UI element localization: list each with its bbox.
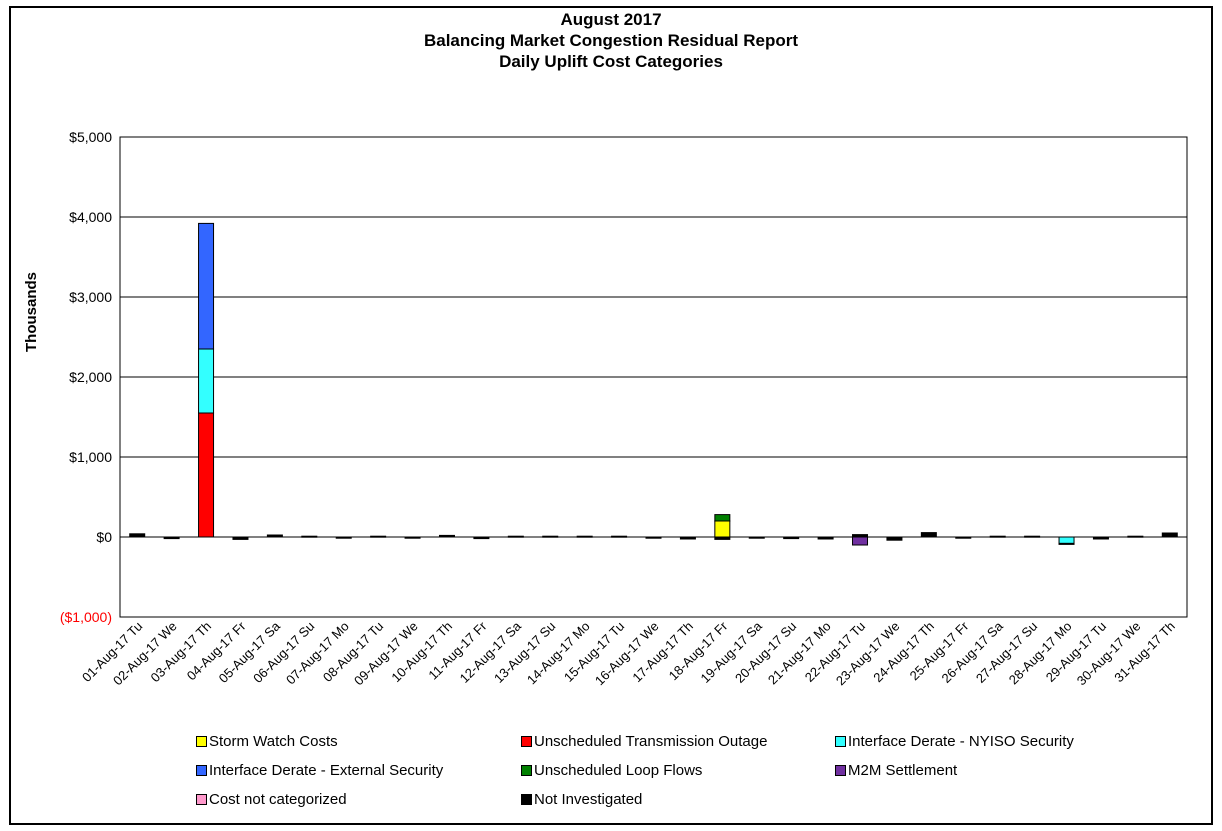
chart-title-line-1: August 2017 (560, 10, 662, 29)
legend-item-storm-watch-costs: Storm Watch Costs (196, 733, 338, 750)
legend-item-interface-derate-nyiso-security: Interface Derate - NYISO Security (835, 733, 1074, 750)
bar-storm-watch-costs (714, 520, 731, 538)
y-tick-label: $1,000 (69, 449, 112, 465)
legend-swatch (196, 794, 207, 805)
y-tick-label: ($1,000) (60, 609, 112, 625)
legend-swatch (521, 736, 532, 747)
legend-swatch (196, 736, 207, 747)
legend-item-cost-not-categorized: Cost not categorized (196, 791, 347, 808)
bar-m2m-settlement (852, 536, 869, 546)
bar-interface-derate-nyiso-security (198, 348, 215, 414)
y-axis-label: Thousands (23, 272, 40, 352)
legend-swatch (521, 765, 532, 776)
legend-swatch (196, 765, 207, 776)
legend-swatch (521, 794, 532, 805)
legend-label: Storm Watch Costs (209, 733, 338, 750)
y-axis-ticks: $5,000 $4,000 $3,000 $2,000 $1,000 $0 ($1,000) (60, 129, 112, 625)
legend-label: Unscheduled Loop Flows (534, 762, 703, 779)
legend-label: Cost not categorized (209, 791, 347, 808)
legend-label: Interface Derate - External Security (209, 762, 444, 779)
y-tick-label: $3,000 (69, 289, 112, 305)
bars-layer (120, 222, 1187, 546)
bar-not-investigated (1161, 532, 1178, 538)
legend-item-m2m-settlement: M2M Settlement (835, 762, 957, 779)
y-tick-label: $0 (96, 529, 112, 545)
bar-unscheduled-loop-flows (714, 514, 731, 522)
legend-swatch (835, 736, 846, 747)
y-tick-label: $5,000 (69, 129, 112, 145)
legend-item-unscheduled-loop-flows: Unscheduled Loop Flows (521, 762, 702, 779)
legend-label: Not Investigated (534, 791, 643, 808)
legend-item-unscheduled-transmission-outage: Unscheduled Transmission Outage (521, 733, 767, 750)
y-tick-label: $2,000 (69, 369, 112, 385)
bar-interface-derate-nyiso-security (1058, 536, 1075, 544)
bar-unscheduled-transmission-outage (198, 412, 215, 538)
legend-label: Unscheduled Transmission Outage (534, 733, 768, 750)
chart-title-line-3: Daily Uplift Cost Categories (499, 52, 723, 71)
legend-item-interface-derate-external-security: Interface Derate - External Security (196, 762, 443, 779)
legend-swatch (835, 765, 846, 776)
x-tick-label: 31-Aug-17 Th (1111, 619, 1178, 686)
legend-label: Interface Derate - NYISO Security (848, 733, 1074, 750)
bar-not-investigated (920, 532, 937, 538)
chart-title-line-2: Balancing Market Congestion Residual Rep… (423, 31, 799, 50)
legend-item-not-investigated: Not Investigated (521, 791, 642, 808)
legend-label: M2M Settlement (848, 762, 958, 779)
bar-not-investigated (1058, 542, 1075, 545)
bar-interface-derate-external-security (198, 222, 215, 350)
y-tick-label: $4,000 (69, 209, 112, 225)
chart-frame (9, 6, 1213, 825)
